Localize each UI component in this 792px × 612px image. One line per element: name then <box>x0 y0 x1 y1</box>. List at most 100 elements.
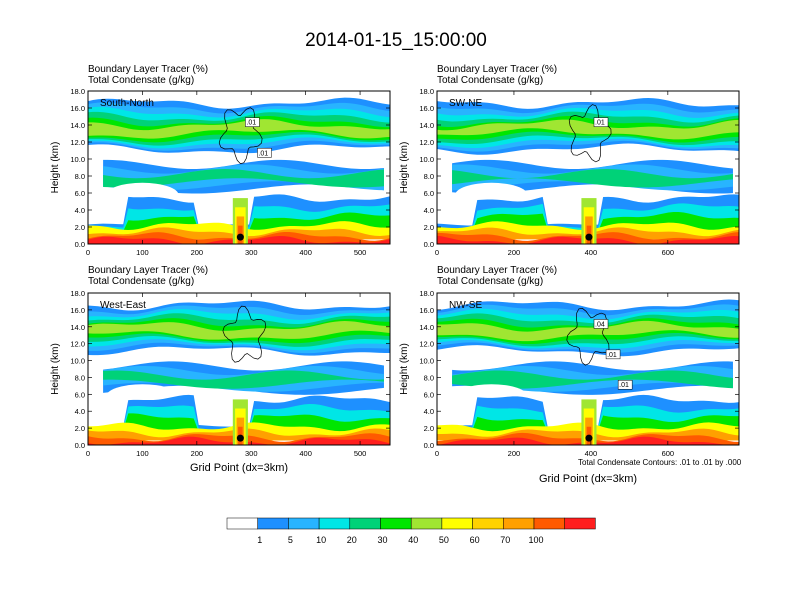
y-tick-label: 14.0 <box>70 121 85 130</box>
y-tick-label: 10.0 <box>70 155 85 164</box>
plot-frame <box>436 90 740 245</box>
panel1-title: Boundary Layer Tracer (%) Total Condensa… <box>88 64 208 86</box>
x-tick-label: 0 <box>435 449 439 458</box>
x-tick-label: 400 <box>299 449 312 458</box>
y-tick-label: 18.0 <box>70 289 85 298</box>
panel4-title-line2: Total Condensate (g/kg) <box>437 276 544 287</box>
y-tick-label: 4.0 <box>75 206 85 215</box>
y-axis-label: Height (km) <box>50 142 61 194</box>
y-tick-label: 8.0 <box>424 172 434 181</box>
location-marker <box>236 434 244 442</box>
y-tick-label: 16.0 <box>419 104 434 113</box>
panel4-title: Boundary Layer Tracer (%) Total Condensa… <box>437 265 557 287</box>
contour-label-box <box>617 379 633 390</box>
lower-tracer-band <box>437 227 739 240</box>
y-tick-label: 6.0 <box>75 189 85 198</box>
x-tick-label: 200 <box>191 248 204 257</box>
contour-label: .01 <box>619 382 629 389</box>
y-tick-label: 8.0 <box>75 373 85 382</box>
panel3-title-line1: Boundary Layer Tracer (%) <box>88 265 209 276</box>
y-tick-label: 2.0 <box>424 223 434 232</box>
condensate-contour <box>568 104 612 163</box>
panel3-xlabel: Grid Point (dx=3km) <box>189 462 289 474</box>
x-tick-label: 400 <box>299 248 312 257</box>
panel-field <box>88 293 390 445</box>
panel-4: .04 .01 .01 NW-SE 0.0 2.0 4.0 6.0 8.0 10.0 12.0 14.… <box>399 289 740 458</box>
y-tick-label: 10.0 <box>419 155 434 164</box>
x-tick-label: 400 <box>585 248 598 257</box>
y-tick-label: 12.0 <box>419 340 434 349</box>
contour-label-box <box>245 117 260 127</box>
y-tick-label: 0.0 <box>75 441 85 450</box>
y-tick-label: 2.0 <box>75 424 85 433</box>
contour-label-box <box>593 117 609 127</box>
x-tick-label: 200 <box>508 449 521 458</box>
y-tick-label: 12.0 <box>70 138 85 147</box>
condensate-contour <box>222 305 267 363</box>
y-tick-label: 4.0 <box>75 407 85 416</box>
contour-label: .01 <box>258 150 268 157</box>
condensate-contour <box>566 307 610 366</box>
x-tick-label: 400 <box>585 449 598 458</box>
figure-title: 2014-01-15_15:00:00 <box>305 30 487 51</box>
y-tick-label: 6.0 <box>424 189 434 198</box>
x-tick-label: 100 <box>136 248 149 257</box>
contour-label: .01 <box>595 120 605 127</box>
y-tick-label: 8.0 <box>75 172 85 181</box>
x-tick-label: 200 <box>191 449 204 458</box>
mid-cloud-band <box>103 169 384 188</box>
panel4-xlabel: Grid Point (dx=3km) <box>538 473 638 485</box>
y-tick-label: 0.0 <box>424 441 434 450</box>
x-tick-label: 600 <box>662 248 675 257</box>
plot-frame <box>87 90 391 245</box>
plot-frame <box>87 292 391 446</box>
panel3-title: Boundary Layer Tracer (%) Total Condensa… <box>88 265 208 287</box>
x-tick-label: 300 <box>245 248 258 257</box>
panel3-title-line2: Total Condensate (g/kg) <box>88 276 195 287</box>
panel-field: .01 <box>437 91 739 244</box>
y-tick-label: 8.0 <box>424 373 434 382</box>
y-tick-label: 6.0 <box>75 390 85 399</box>
y-tick-label: 16.0 <box>70 306 85 315</box>
y-tick-label: 18.0 <box>419 87 434 96</box>
contour-label-box <box>257 148 272 158</box>
x-tick-label: 100 <box>136 449 149 458</box>
y-tick-label: 4.0 <box>424 206 434 215</box>
y-tick-label: 14.0 <box>70 323 85 332</box>
location-marker <box>236 233 244 241</box>
y-tick-label: 2.0 <box>424 424 434 433</box>
panel-2: .01 SW-NE 0.0 2.0 4.0 6.0 8.0 10.0 12.0 14.0 16.0 1… <box>399 87 740 257</box>
y-tick-label: 16.0 <box>419 306 434 315</box>
panel2-title-line1: Boundary Layer Tracer (%) <box>437 64 558 75</box>
condensate-contour <box>218 107 263 164</box>
upper-cloud-band <box>88 119 390 139</box>
contour-label: .01 <box>607 352 617 359</box>
x-tick-label: 0 <box>86 248 90 257</box>
x-tick-label: 0 <box>435 248 439 257</box>
y-tick-label: 6.0 <box>424 390 434 399</box>
panel-label: West-East <box>100 300 146 311</box>
y-tick-label: 12.0 <box>70 340 85 349</box>
y-tick-label: 18.0 <box>70 87 85 96</box>
panel-label: South-North <box>100 98 154 109</box>
mid-cloud-band <box>452 169 733 188</box>
y-tick-label: 10.0 <box>419 357 434 366</box>
panel2-title: Boundary Layer Tracer (%) Total Condensa… <box>437 64 557 86</box>
x-tick-label: 500 <box>354 248 367 257</box>
y-tick-label: 2.0 <box>75 223 85 232</box>
lower-tracer-band <box>88 436 390 445</box>
y-tick-label: 18.0 <box>419 289 434 298</box>
x-tick-label: 500 <box>354 449 367 458</box>
y-axis-label: Height (km) <box>50 343 61 395</box>
contour-label-box <box>605 349 621 360</box>
x-tick-label: 200 <box>508 248 521 257</box>
upper-cloud-band <box>437 320 739 342</box>
panel-field: .04 .01 .01 <box>437 293 739 445</box>
y-tick-label: 14.0 <box>419 121 434 130</box>
y-axis-label: Height (km) <box>399 142 410 194</box>
lower-tracer-band <box>437 436 739 445</box>
x-tick-label: 0 <box>86 449 90 458</box>
plot-frame <box>436 292 740 446</box>
panel2-title-line2: Total Condensate (g/kg) <box>437 75 544 86</box>
